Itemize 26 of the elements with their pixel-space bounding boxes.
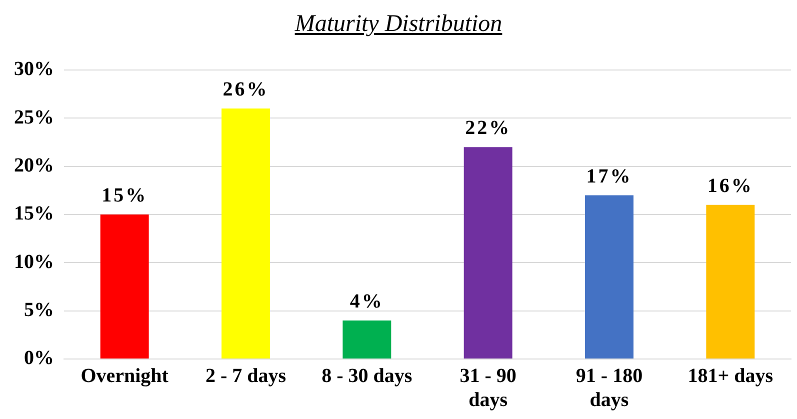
data-label: 15% xyxy=(102,184,148,207)
y-tick-label: 0% xyxy=(24,347,54,370)
data-label: 16% xyxy=(707,175,754,198)
y-tick-label: 20% xyxy=(14,154,54,177)
x-tick-label: Overnight xyxy=(80,365,169,388)
chart-title: Maturity Distribution xyxy=(294,10,504,39)
bar xyxy=(222,108,270,358)
bar xyxy=(100,214,149,358)
x-tick-label: 181+ days xyxy=(688,365,774,388)
bar xyxy=(342,320,392,358)
x-tick-label: 31 - 90 days xyxy=(460,365,516,412)
bar xyxy=(706,204,755,358)
data-label: 26% xyxy=(222,78,269,101)
y-tick-label: 30% xyxy=(14,58,54,80)
x-tick-label: 8 - 30 days xyxy=(322,365,412,388)
y-tick-label: 25% xyxy=(14,106,54,128)
bar xyxy=(585,195,634,358)
data-label: 17% xyxy=(586,165,632,188)
y-tick-label: 10% xyxy=(14,250,54,273)
data-label: 4% xyxy=(350,290,384,313)
x-tick-label: 2 - 7 days xyxy=(205,365,286,388)
y-tick-label: 15% xyxy=(14,202,54,225)
y-tick-label: 5% xyxy=(24,299,54,322)
bar xyxy=(464,147,512,358)
data-label: 22% xyxy=(465,117,512,140)
x-tick-label: 91 - 180 days xyxy=(576,365,643,412)
